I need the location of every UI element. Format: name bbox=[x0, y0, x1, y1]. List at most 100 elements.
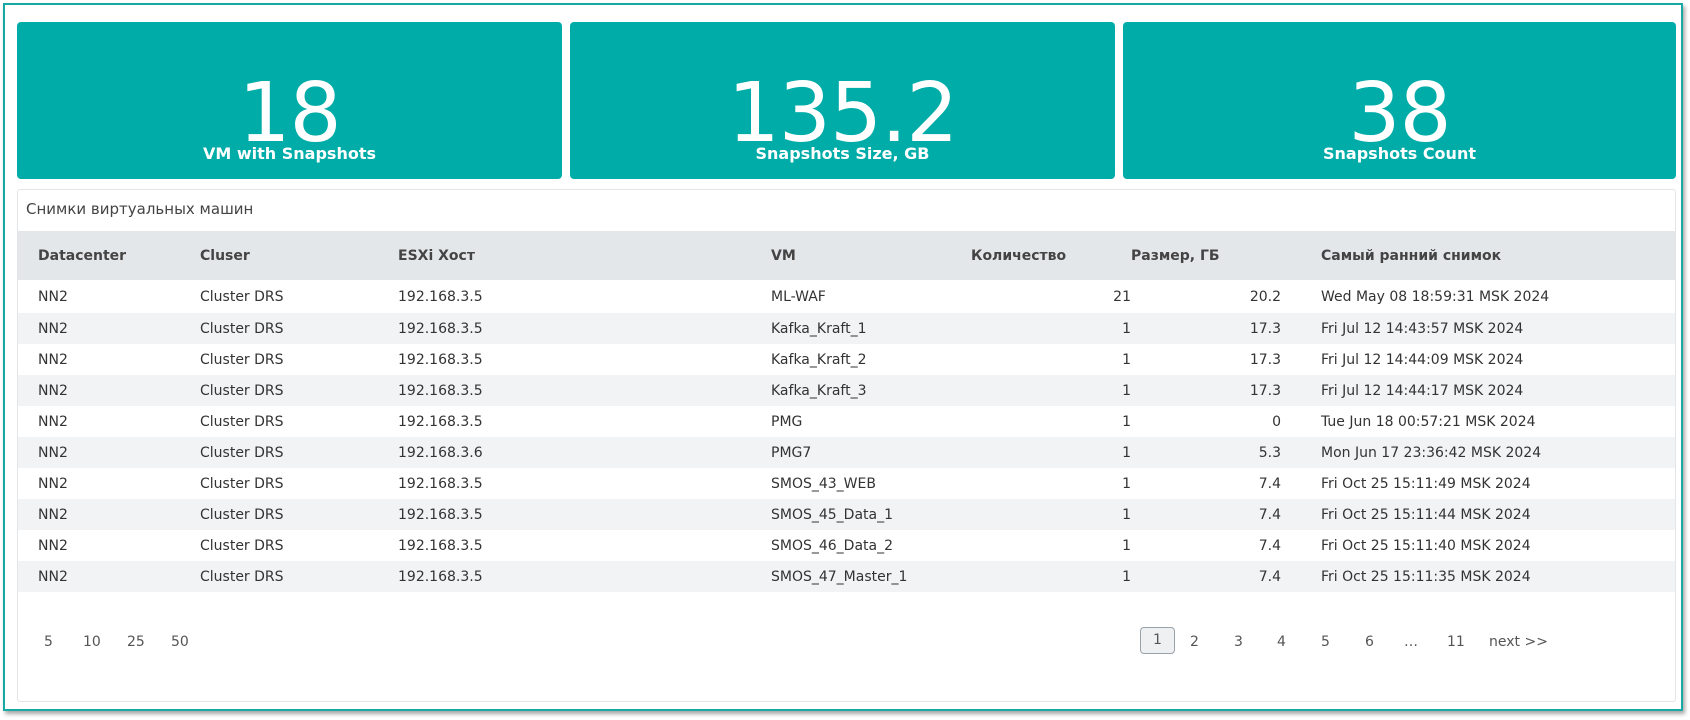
cell-size: 17.3 bbox=[1131, 375, 1281, 406]
cell-count: 1 bbox=[971, 375, 1131, 406]
table-row[interactable]: NN2 Cluster DRS 192.168.3.5 SMOS_45_Data_1 1… bbox=[18, 499, 1675, 530]
cell-host: 192.168.3.5 bbox=[398, 375, 771, 406]
cell-vm: PMG7 bbox=[771, 437, 971, 468]
cell-cluster: Cluster DRS bbox=[200, 437, 398, 468]
cell-cluster: Cluster DRS bbox=[200, 406, 398, 437]
cell-count: 21 bbox=[971, 280, 1131, 313]
page-link-active[interactable]: 1 bbox=[1140, 627, 1175, 654]
stats-row: 18 VM with Snapshots 135.2 Snapshots Siz… bbox=[17, 22, 1676, 179]
cell-earliest-snapshot: Fri Oct 25 15:11:35 MSK 2024 bbox=[1281, 561, 1675, 592]
page-link[interactable]: 6 bbox=[1365, 634, 1374, 650]
cell-cluster: Cluster DRS bbox=[200, 280, 398, 313]
panel-title: Снимки виртуальных машин bbox=[26, 200, 254, 218]
cell-datacenter: NN2 bbox=[18, 313, 200, 344]
page-ellipsis: … bbox=[1404, 634, 1418, 650]
page-link[interactable]: 3 bbox=[1234, 634, 1243, 650]
table-row[interactable]: NN2 Cluster DRS 192.168.3.5 SMOS_43_WEB 1 7.4… bbox=[18, 468, 1675, 499]
cell-host: 192.168.3.6 bbox=[398, 437, 771, 468]
column-header-vm[interactable]: VM bbox=[771, 231, 971, 280]
stat-tile-snapshots-size: 135.2 Snapshots Size, GB bbox=[570, 22, 1115, 179]
table-row[interactable]: NN2 Cluster DRS 192.168.3.5 SMOS_46_Data_2 1… bbox=[18, 530, 1675, 561]
cell-cluster: Cluster DRS bbox=[200, 468, 398, 499]
cell-vm: Kafka_Kraft_2 bbox=[771, 344, 971, 375]
table-row[interactable]: NN2 Cluster DRS 192.168.3.5 ML-WAF 21 20.2 Wed… bbox=[18, 280, 1675, 313]
cell-datacenter: NN2 bbox=[18, 344, 200, 375]
cell-cluster: Cluster DRS bbox=[200, 344, 398, 375]
table-row[interactable]: NN2 Cluster DRS 192.168.3.5 Kafka_Kraft_3 1 1… bbox=[18, 375, 1675, 406]
cell-vm: SMOS_46_Data_2 bbox=[771, 530, 971, 561]
cell-count: 1 bbox=[971, 499, 1131, 530]
table-row[interactable]: NN2 Cluster DRS 192.168.3.5 Kafka_Kraft_1 1 1… bbox=[18, 313, 1675, 344]
cell-host: 192.168.3.5 bbox=[398, 280, 771, 313]
cell-size: 7.4 bbox=[1131, 468, 1281, 499]
stat-value: 18 bbox=[238, 66, 341, 161]
stat-label: Snapshots Count bbox=[1323, 144, 1476, 163]
cell-earliest-snapshot: Mon Jun 17 23:36:42 MSK 2024 bbox=[1281, 437, 1675, 468]
cell-count: 1 bbox=[971, 344, 1131, 375]
cell-size: 20.2 bbox=[1131, 280, 1281, 313]
table-row[interactable]: NN2 Cluster DRS 192.168.3.6 PMG7 1 5.3 Mon Jun… bbox=[18, 437, 1675, 468]
cell-datacenter: NN2 bbox=[18, 561, 200, 592]
cell-count: 1 bbox=[971, 437, 1131, 468]
page-size-option[interactable]: 10 bbox=[83, 634, 101, 650]
cell-datacenter: NN2 bbox=[18, 406, 200, 437]
column-header-host[interactable]: ESXi Хост bbox=[398, 231, 771, 280]
cell-earliest-snapshot: Fri Jul 12 14:44:09 MSK 2024 bbox=[1281, 344, 1675, 375]
cell-vm: Kafka_Kraft_1 bbox=[771, 313, 971, 344]
page-size-option[interactable]: 50 bbox=[171, 634, 189, 650]
cell-earliest-snapshot: Wed May 08 18:59:31 MSK 2024 bbox=[1281, 280, 1675, 313]
next-page-link[interactable]: next >> bbox=[1489, 634, 1548, 650]
cell-cluster: Cluster DRS bbox=[200, 499, 398, 530]
page-link[interactable]: 4 bbox=[1277, 634, 1286, 650]
column-header-count[interactable]: Количество bbox=[971, 231, 1131, 280]
cell-vm: PMG bbox=[771, 406, 971, 437]
cell-host: 192.168.3.5 bbox=[398, 530, 771, 561]
table-row[interactable]: NN2 Cluster DRS 192.168.3.5 SMOS_47_Master_… bbox=[18, 561, 1675, 592]
cell-size: 7.4 bbox=[1131, 499, 1281, 530]
cell-cluster: Cluster DRS bbox=[200, 530, 398, 561]
cell-earliest-snapshot: Fri Jul 12 14:44:17 MSK 2024 bbox=[1281, 375, 1675, 406]
cell-earliest-snapshot: Fri Oct 25 15:11:49 MSK 2024 bbox=[1281, 468, 1675, 499]
cell-host: 192.168.3.5 bbox=[398, 313, 771, 344]
column-header-earliest-snapshot[interactable]: Самый ранний снимок bbox=[1281, 231, 1675, 280]
page-size-option[interactable]: 25 bbox=[127, 634, 145, 650]
cell-size: 0 bbox=[1131, 406, 1281, 437]
column-header-datacenter[interactable]: Datacenter bbox=[18, 231, 200, 280]
cell-count: 1 bbox=[971, 468, 1131, 499]
stat-label: Snapshots Size, GB bbox=[755, 144, 930, 163]
cell-vm: Kafka_Kraft_3 bbox=[771, 375, 971, 406]
cell-earliest-snapshot: Tue Jun 18 00:57:21 MSK 2024 bbox=[1281, 406, 1675, 437]
table-body: NN2 Cluster DRS 192.168.3.5 ML-WAF 21 20.2 Wed… bbox=[18, 280, 1675, 592]
stat-label: VM with Snapshots bbox=[203, 144, 376, 163]
cell-vm: SMOS_45_Data_1 bbox=[771, 499, 971, 530]
cell-earliest-snapshot: Fri Oct 25 15:11:40 MSK 2024 bbox=[1281, 530, 1675, 561]
cell-datacenter: NN2 bbox=[18, 280, 200, 313]
cell-size: 5.3 bbox=[1131, 437, 1281, 468]
cell-vm: SMOS_47_Master_1 bbox=[771, 561, 971, 592]
column-header-size[interactable]: Размер, ГБ bbox=[1131, 231, 1281, 280]
cell-size: 7.4 bbox=[1131, 530, 1281, 561]
cell-size: 17.3 bbox=[1131, 313, 1281, 344]
cell-datacenter: NN2 bbox=[18, 437, 200, 468]
cell-count: 1 bbox=[971, 561, 1131, 592]
cell-datacenter: NN2 bbox=[18, 530, 200, 561]
page-link[interactable]: 2 bbox=[1190, 634, 1199, 650]
cell-count: 1 bbox=[971, 313, 1131, 344]
cell-datacenter: NN2 bbox=[18, 375, 200, 406]
table-row[interactable]: NN2 Cluster DRS 192.168.3.5 Kafka_Kraft_2 1 1… bbox=[18, 344, 1675, 375]
cell-cluster: Cluster DRS bbox=[200, 313, 398, 344]
cell-size: 17.3 bbox=[1131, 344, 1281, 375]
page-link[interactable]: 5 bbox=[1321, 634, 1330, 650]
snapshots-table: Datacenter Cluser ESXi Хост VM Количеств… bbox=[18, 231, 1675, 592]
stat-tile-vm-with-snapshots: 18 VM with Snapshots bbox=[17, 22, 562, 179]
dashboard-frame: 18 VM with Snapshots 135.2 Snapshots Siz… bbox=[3, 3, 1683, 711]
table-header-row: Datacenter Cluser ESXi Хост VM Количеств… bbox=[18, 231, 1675, 280]
page-size-option[interactable]: 5 bbox=[44, 634, 53, 650]
column-header-cluster[interactable]: Cluser bbox=[200, 231, 398, 280]
cell-host: 192.168.3.5 bbox=[398, 499, 771, 530]
cell-size: 7.4 bbox=[1131, 561, 1281, 592]
page-link[interactable]: 11 bbox=[1447, 634, 1465, 650]
table-row[interactable]: NN2 Cluster DRS 192.168.3.5 PMG 1 0 Tue Jun 18… bbox=[18, 406, 1675, 437]
pagination-bar: 5 10 25 50 1 2 3 4 5 6 … 11 next >> bbox=[18, 622, 1675, 662]
stat-value: 38 bbox=[1348, 66, 1451, 161]
